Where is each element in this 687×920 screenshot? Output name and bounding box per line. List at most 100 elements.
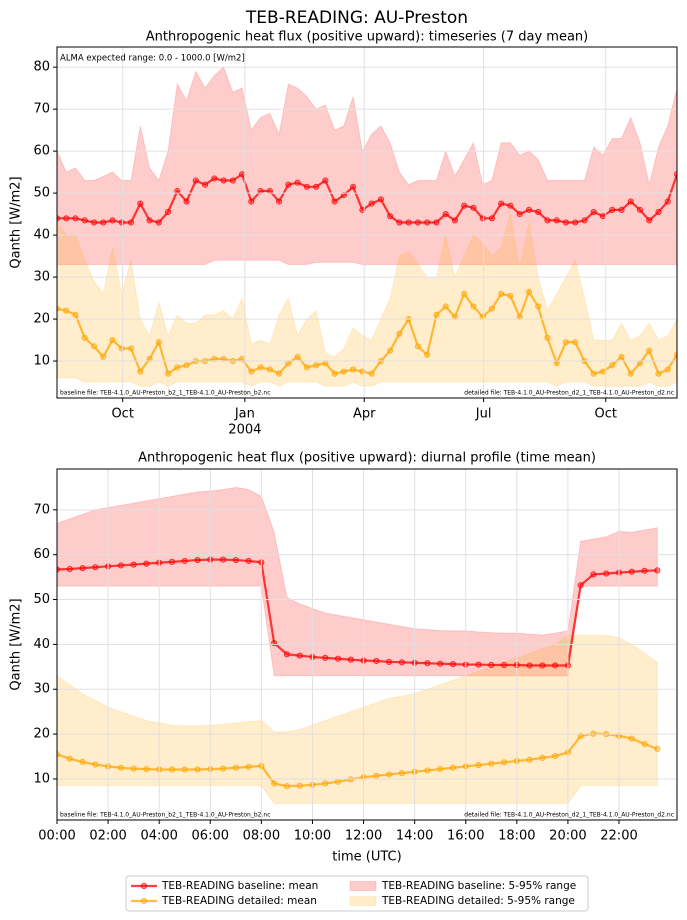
mean-marker xyxy=(245,557,252,565)
x-tick-label: 10:00 xyxy=(294,829,331,844)
mean-marker xyxy=(183,198,190,205)
legend-patch xyxy=(349,881,377,891)
y-tick-label: 50 xyxy=(33,592,50,607)
mean-marker xyxy=(296,782,303,789)
mean-marker xyxy=(475,761,482,769)
mean-marker xyxy=(618,206,625,214)
mean-marker xyxy=(544,217,551,224)
mean-marker xyxy=(516,313,523,321)
x-tick-label: Oct xyxy=(111,407,133,422)
chart-subtitle: Anthropogenic heat flux (positive upward… xyxy=(138,451,596,466)
y-tick-label: 40 xyxy=(33,228,50,243)
y-tick-label: 20 xyxy=(33,727,50,742)
mean-marker xyxy=(79,565,86,572)
mean-marker xyxy=(673,171,677,178)
mean-marker xyxy=(72,311,79,318)
mean-marker xyxy=(414,219,421,226)
mean-marker xyxy=(646,217,653,224)
mean-marker xyxy=(646,347,653,354)
mean-marker xyxy=(424,660,431,667)
chart-subtitle: Anthropogenic heat flux (positive upward… xyxy=(146,30,588,45)
mean-marker xyxy=(488,305,496,312)
mean-marker xyxy=(257,364,264,371)
mean-marker xyxy=(211,355,218,363)
mean-marker xyxy=(181,557,188,565)
mean-marker xyxy=(552,662,559,669)
y-tick-label: 10 xyxy=(33,771,50,786)
mean-marker xyxy=(433,219,440,226)
mean-marker xyxy=(322,360,329,367)
file-note: detailed file: TEB-4.1.0_AU-Preston_d2_1… xyxy=(464,812,674,819)
mean-marker xyxy=(313,362,320,369)
mean-marker xyxy=(283,651,291,658)
mean-marker xyxy=(359,206,366,214)
legend-label: TEB-READING detailed: 5-95% range xyxy=(381,895,575,907)
mean-marker xyxy=(479,215,486,222)
x-tick-label: 08:00 xyxy=(243,829,280,844)
mean-marker xyxy=(137,200,144,207)
mean-marker xyxy=(66,565,73,573)
mean-marker xyxy=(219,765,227,772)
mean-marker xyxy=(488,760,495,767)
y-axis-label: Qanth [W/m2] xyxy=(9,598,24,690)
mean-marker xyxy=(673,351,677,358)
mean-marker xyxy=(590,571,597,578)
mean-marker xyxy=(192,177,199,184)
mean-marker xyxy=(654,567,661,574)
mean-marker xyxy=(294,179,301,186)
figure-title: TEB-READING: AU-Preston xyxy=(245,8,468,28)
mean-marker xyxy=(553,217,560,224)
x-tick-year: 2004 xyxy=(228,423,261,438)
mean-marker xyxy=(562,219,570,226)
y-axis-label: Qanth [W/m2] xyxy=(9,176,24,268)
mean-marker xyxy=(387,213,394,220)
mean-marker xyxy=(641,740,648,748)
y-tick-label: 30 xyxy=(33,682,50,697)
mean-marker xyxy=(118,219,125,226)
mean-marker xyxy=(396,219,403,226)
x-tick-label: Apr xyxy=(353,407,376,422)
x-tick-label: Jan xyxy=(234,407,255,422)
mean-marker xyxy=(219,556,227,563)
mean-marker xyxy=(424,351,431,358)
mean-marker xyxy=(628,735,635,742)
mean-marker xyxy=(581,217,588,224)
x-tick-label: 02:00 xyxy=(89,829,126,844)
mean-marker xyxy=(334,778,342,785)
mean-marker xyxy=(636,206,644,214)
mean-marker xyxy=(331,198,338,205)
mean-marker xyxy=(118,345,125,352)
mean-marker xyxy=(526,756,533,763)
mean-marker xyxy=(488,661,495,669)
mean-marker xyxy=(516,211,523,218)
mean-marker xyxy=(500,759,508,766)
file-note: detailed file: TEB-4.1.0_AU-Preston_d2_1… xyxy=(464,390,674,397)
mean-marker xyxy=(507,202,514,209)
mean-marker xyxy=(294,353,301,360)
x-tick-label: 00:00 xyxy=(38,829,75,844)
mean-marker xyxy=(552,752,559,760)
mean-marker xyxy=(572,339,579,346)
mean-marker xyxy=(100,219,107,226)
mean-marker xyxy=(599,368,607,375)
x-tick-label: 12:00 xyxy=(345,829,382,844)
mean-marker xyxy=(488,215,496,222)
mean-marker xyxy=(664,198,671,205)
mean-marker xyxy=(627,370,634,377)
mean-marker xyxy=(266,366,273,373)
mean-marker xyxy=(248,368,255,375)
mean-marker xyxy=(405,219,412,226)
mean-marker xyxy=(322,654,329,661)
mean-marker xyxy=(220,355,227,363)
mean-marker xyxy=(257,187,264,195)
mean-marker xyxy=(66,755,73,762)
y-tick-label: 50 xyxy=(33,186,50,201)
y-tick-label: 80 xyxy=(33,60,50,75)
file-note: baseline file: TEB-4.1.0_AU-Preston_b2_1… xyxy=(60,812,271,819)
mean-marker xyxy=(285,360,292,367)
mean-marker xyxy=(451,313,459,321)
mean-marker xyxy=(442,211,449,218)
mean-marker xyxy=(155,339,162,346)
legend-patch xyxy=(349,896,377,906)
mean-marker xyxy=(572,219,579,226)
